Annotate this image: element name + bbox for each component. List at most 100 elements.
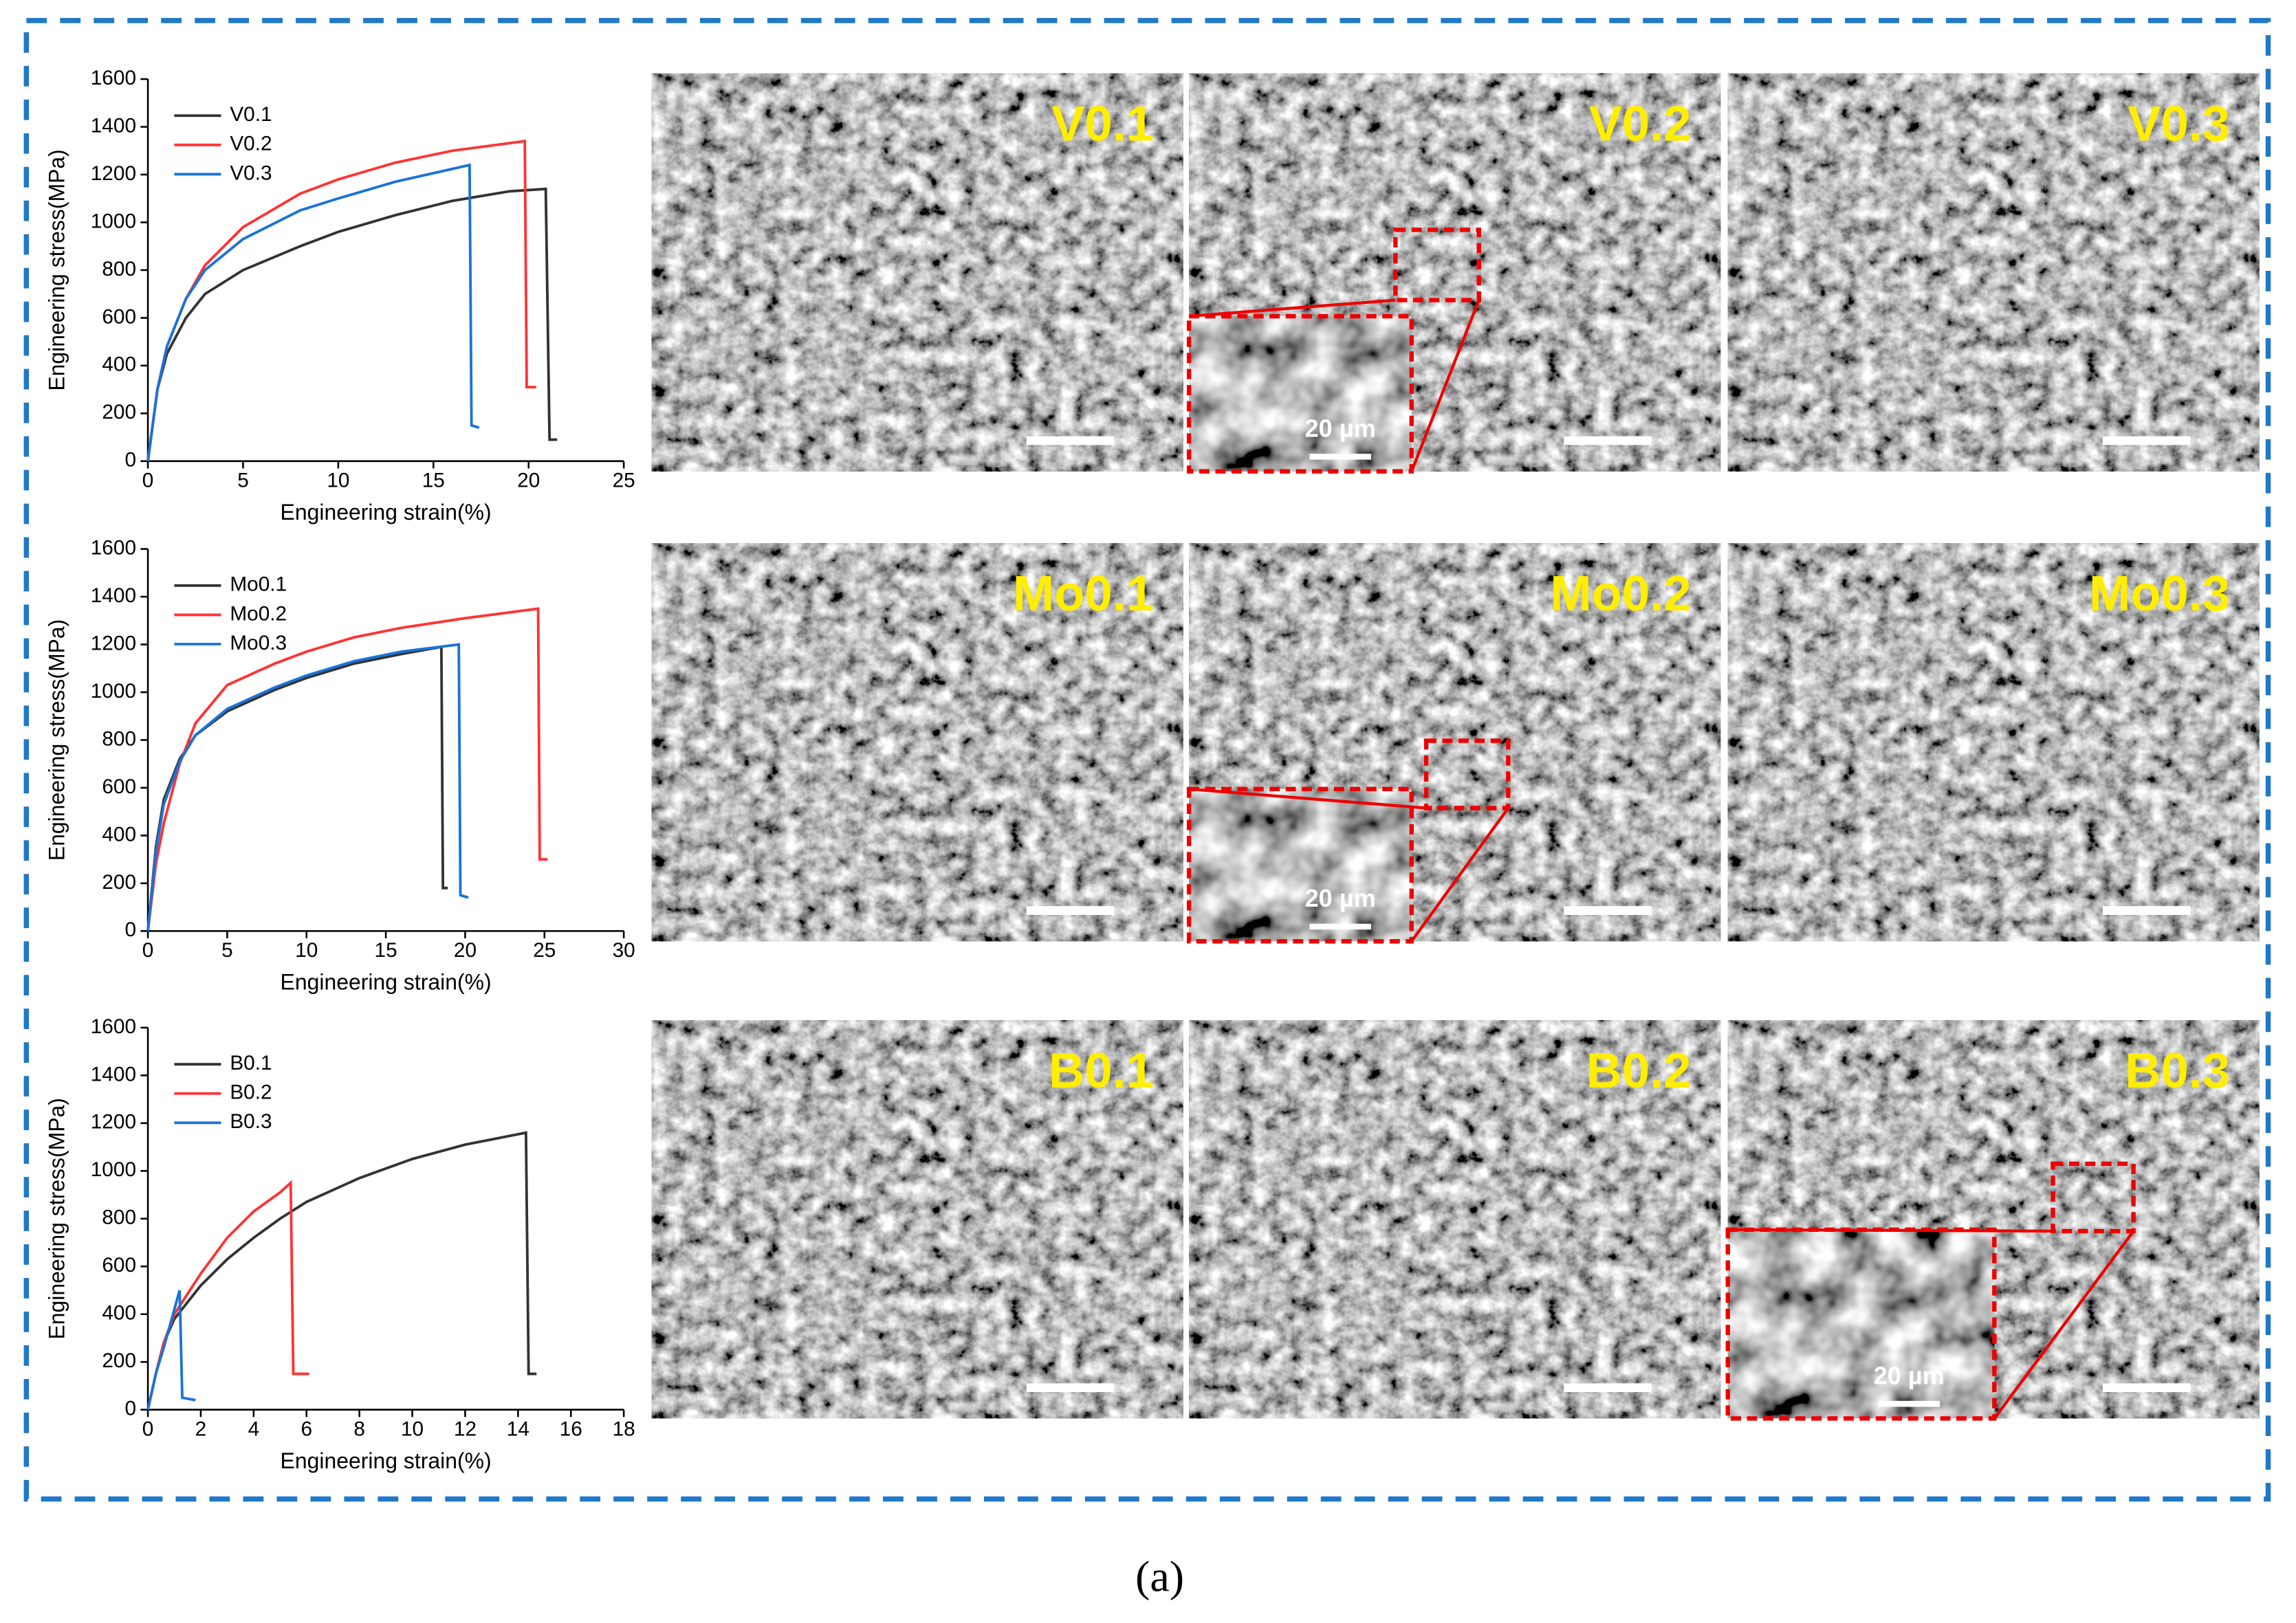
inset-frame	[1186, 313, 1414, 474]
y-tick-label: 200	[102, 401, 136, 423]
y-tick-label: 800	[102, 727, 136, 750]
x-tick-label: 16	[560, 1417, 582, 1440]
inset-image	[1189, 316, 1412, 472]
data-line	[146, 163, 480, 462]
x-tick-label: 30	[613, 939, 635, 962]
sample-label: Mo0.2	[1550, 566, 1691, 621]
legend-label: B0.2	[230, 1081, 272, 1104]
x-tick-label: 15	[422, 470, 445, 492]
zoom-line	[1188, 298, 1396, 318]
x-tick-label: 12	[454, 1417, 477, 1440]
sample-label: B0.2	[1586, 1043, 1692, 1098]
zoom-line	[1188, 787, 1427, 810]
x-axis-label: Engineering strain(%)	[281, 500, 492, 525]
inset-frame	[1725, 1227, 1997, 1421]
y-tick-label: 1000	[91, 1158, 136, 1181]
y-tick-label: 400	[102, 823, 136, 846]
sem-image	[1727, 73, 2260, 472]
data-line	[146, 643, 469, 931]
x-axis-label: Engineering strain(%)	[281, 1448, 492, 1473]
y-tick-label: 400	[102, 353, 136, 376]
zoom-line	[1410, 299, 1480, 472]
data-line	[146, 607, 548, 931]
sem-image	[651, 1020, 1183, 1419]
data-line	[146, 187, 558, 462]
x-tick-label: 25	[613, 470, 635, 492]
zoom-box	[1393, 228, 1481, 302]
y-tick-label: 1200	[91, 162, 136, 185]
x-tick-label: 6	[300, 1417, 312, 1440]
x-tick-label: 20	[517, 470, 540, 492]
y-tick-label: 0	[124, 1398, 136, 1420]
sample-label: Mo0.1	[1013, 566, 1154, 621]
x-tick-label: 10	[327, 470, 349, 492]
legend-label: V0.1	[230, 103, 272, 126]
y-tick-label: 1000	[91, 680, 136, 703]
sample-label: B0.1	[1049, 1043, 1154, 1098]
y-tick-label: 1400	[91, 114, 136, 137]
micrograph: V0.2 20 µm	[1186, 73, 1721, 474]
legend-label: B0.1	[230, 1052, 272, 1074]
sem-image	[1189, 1020, 1721, 1419]
x-tick-label: 2	[195, 1417, 207, 1440]
inset-frame	[1186, 786, 1414, 944]
zoom-line	[1410, 807, 1510, 942]
y-tick-label: 600	[102, 775, 136, 798]
y-tick-label: 600	[102, 305, 136, 328]
x-tick-label: 10	[401, 1417, 424, 1440]
sample-label: V0.3	[2128, 96, 2230, 151]
y-axis-label: Engineering stress(MPa)	[45, 619, 69, 861]
zoom-box	[2051, 1161, 2136, 1234]
micrograph: Mo0.1	[651, 543, 1183, 942]
inset-image	[1727, 1229, 1995, 1419]
x-tick-label: 20	[454, 939, 477, 962]
inset-image	[1189, 788, 1412, 942]
data-line	[146, 1131, 537, 1411]
micrograph: B0.2	[1189, 1020, 1721, 1419]
sem-image	[651, 73, 1183, 472]
legend-label: Mo0.1	[230, 573, 287, 596]
x-axis-label: Engineering strain(%)	[281, 969, 492, 994]
inset-scale-label: 20 µm	[1305, 884, 1376, 912]
x-tick-label: 5	[237, 470, 249, 492]
x-tick-label: 18	[613, 1417, 635, 1440]
frame	[23, 18, 2271, 1502]
sem-image	[651, 543, 1183, 942]
x-tick-label: 0	[142, 939, 154, 962]
y-tick-label: 1600	[91, 536, 136, 559]
legend-label: B0.3	[230, 1110, 272, 1133]
x-tick-label: 4	[248, 1417, 260, 1440]
x-tick-label: 0	[142, 470, 154, 492]
y-tick-label: 1200	[91, 1111, 136, 1134]
y-tick-label: 1400	[91, 1063, 136, 1085]
x-tick-label: 25	[533, 939, 556, 962]
y-tick-label: 600	[102, 1254, 136, 1277]
y-tick-label: 1200	[91, 632, 136, 654]
micrograph: B0.3 20 µm	[1725, 1020, 2260, 1421]
legend-label: Mo0.2	[230, 602, 287, 625]
inset-scale-label: 20 µm	[1874, 1361, 1945, 1389]
sample-label: Mo0.3	[2089, 566, 2230, 621]
x-tick-label: 15	[375, 939, 397, 962]
micrograph: B0.1	[651, 1020, 1183, 1419]
legend-label: V0.2	[230, 133, 272, 155]
sample-label: V0.1	[1051, 96, 1154, 151]
micrograph: V0.3	[1727, 73, 2260, 472]
x-tick-label: 14	[507, 1417, 529, 1440]
y-tick-label: 0	[124, 449, 136, 472]
y-axis-label: Engineering stress(MPa)	[45, 149, 69, 390]
inset-scale-label: 20 µm	[1305, 415, 1376, 443]
caption: (a)	[1135, 1552, 1184, 1601]
x-tick-label: 0	[142, 1417, 154, 1440]
y-tick-label: 1000	[91, 210, 136, 232]
sample-label: B0.3	[2125, 1043, 2230, 1098]
data-line	[146, 645, 448, 931]
y-tick-label: 1600	[91, 67, 136, 89]
micrograph: Mo0.2 20 µm	[1186, 543, 1721, 944]
micrograph: V0.1	[651, 73, 1183, 472]
x-tick-label: 5	[221, 939, 233, 962]
y-tick-label: 0	[124, 918, 136, 941]
legend-label: V0.3	[230, 162, 272, 184]
